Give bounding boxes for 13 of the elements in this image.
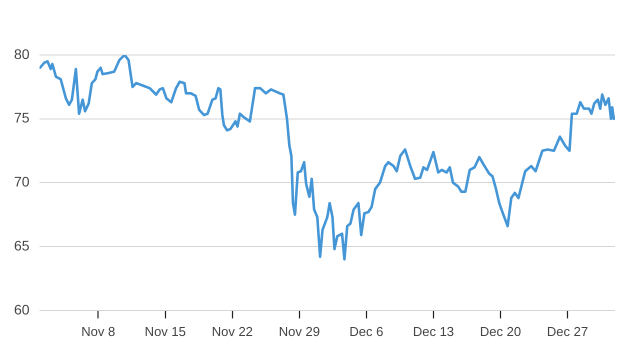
x-tick-label: Nov 8 <box>81 324 116 339</box>
y-tick-label: 75 <box>14 110 30 126</box>
y-tick-label: 70 <box>14 174 30 190</box>
y-tick-label: 65 <box>14 237 30 254</box>
y-tick-label: 60 <box>14 301 30 318</box>
x-tick-label: Nov 22 <box>212 324 253 339</box>
x-tick-label: Dec 6 <box>349 324 384 339</box>
x-tick-label: Nov 15 <box>144 324 186 339</box>
x-tick-label: Dec 27 <box>546 324 588 339</box>
x-tick-label: Dec 13 <box>412 324 454 339</box>
x-tick-label: Nov 29 <box>278 324 320 339</box>
x-tick-label: Dec 20 <box>480 324 522 339</box>
y-tick-label: 80 <box>14 46 30 62</box>
